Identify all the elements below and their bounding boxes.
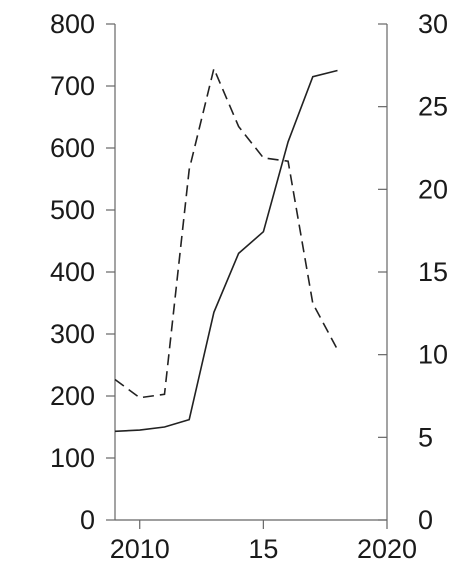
right-y-tick-label: 5 — [418, 422, 433, 452]
right-y-tick-label: 15 — [418, 257, 448, 287]
left-y-tick-label: 300 — [50, 319, 95, 349]
x-tick-label: 2020 — [357, 534, 417, 564]
tick-labels: 0 100 200 300 400 500 600 700 800 0 5 10 15 20 25 30 201… — [50, 9, 448, 564]
left-y-tick-label: 500 — [50, 195, 95, 225]
right-y-tick-label: 25 — [418, 92, 448, 122]
left-y-tick-label: 200 — [50, 381, 95, 411]
tick-marks — [106, 23, 388, 529]
x-tick-label: 15 — [248, 534, 278, 564]
right-y-tick-label: 0 — [418, 505, 433, 535]
series-lines — [114, 66, 339, 433]
dashed-series-line — [114, 66, 339, 399]
left-y-tick-label: 700 — [50, 71, 95, 101]
axes — [114, 24, 388, 521]
left-y-tick-label: 800 — [50, 9, 95, 39]
right-y-tick-label: 10 — [418, 340, 448, 370]
left-y-tick-label: 600 — [50, 133, 95, 163]
right-y-tick-label: 20 — [418, 174, 448, 204]
solid-series-line — [114, 69, 338, 433]
left-y-tick-label: 100 — [50, 443, 95, 473]
left-y-tick-label: 0 — [80, 505, 95, 535]
x-tick-label: 2010 — [110, 534, 170, 564]
left-y-tick-label: 400 — [50, 257, 95, 287]
right-y-tick-label: 30 — [418, 9, 448, 39]
